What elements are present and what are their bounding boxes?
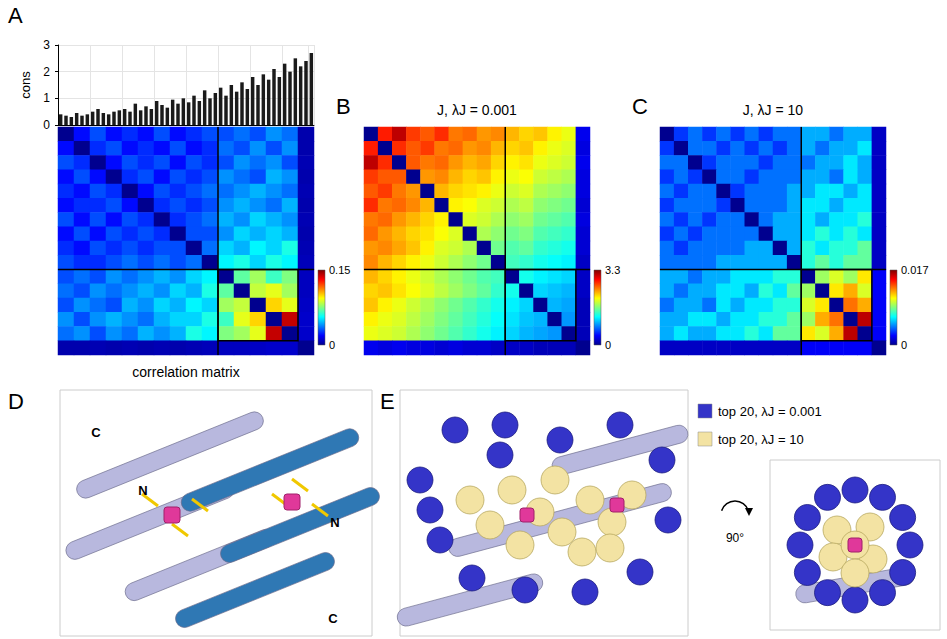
svg-text:C: C (632, 94, 648, 119)
svg-text:J, λJ = 0.001: J, λJ = 0.001 (437, 102, 517, 118)
svg-text:0: 0 (43, 118, 50, 132)
svg-text:3.3: 3.3 (605, 264, 620, 276)
svg-text:cons: cons (18, 71, 33, 99)
svg-text:0.15: 0.15 (329, 264, 350, 276)
svg-text:D: D (8, 389, 24, 414)
svg-text:top 20, λJ = 10: top 20, λJ = 10 (718, 432, 804, 447)
svg-text:0.017: 0.017 (901, 264, 929, 276)
svg-text:E: E (380, 389, 395, 414)
svg-text:2: 2 (43, 65, 50, 79)
svg-text:correlation matrix: correlation matrix (132, 364, 239, 380)
svg-text:N: N (138, 483, 147, 498)
svg-text:0: 0 (901, 339, 907, 351)
svg-text:C: C (328, 611, 338, 626)
svg-text:top 20, λJ = 0.001: top 20, λJ = 0.001 (718, 404, 822, 419)
svg-text:0: 0 (605, 339, 611, 351)
svg-text:A: A (8, 3, 23, 28)
svg-text:C: C (91, 425, 101, 440)
svg-text:N: N (330, 515, 339, 530)
svg-text:J, λJ = 10: J, λJ = 10 (743, 102, 804, 118)
svg-text:0: 0 (329, 339, 335, 351)
svg-text:1: 1 (43, 91, 50, 105)
svg-text:B: B (336, 94, 351, 119)
svg-text:90°: 90° (726, 531, 744, 545)
svg-text:3: 3 (43, 38, 50, 52)
